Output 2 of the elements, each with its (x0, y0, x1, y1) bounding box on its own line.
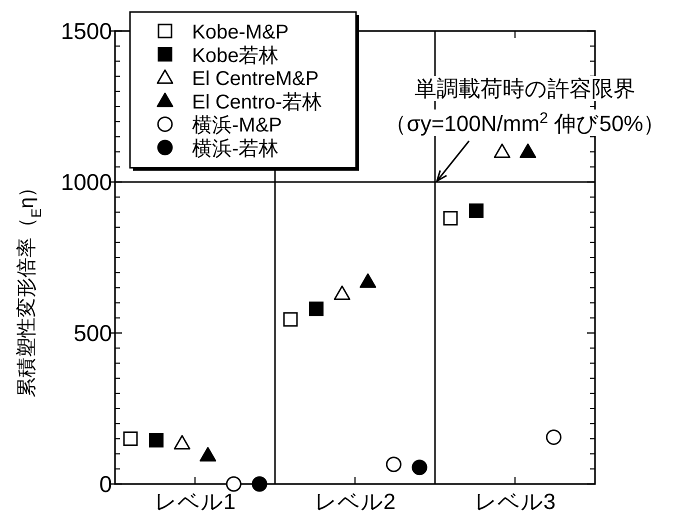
annotation: 単調載荷時の許容限界 (414, 76, 636, 101)
annotation: （σy=100N/mm$^{2}$ 伸び50%） (384, 110, 666, 136)
